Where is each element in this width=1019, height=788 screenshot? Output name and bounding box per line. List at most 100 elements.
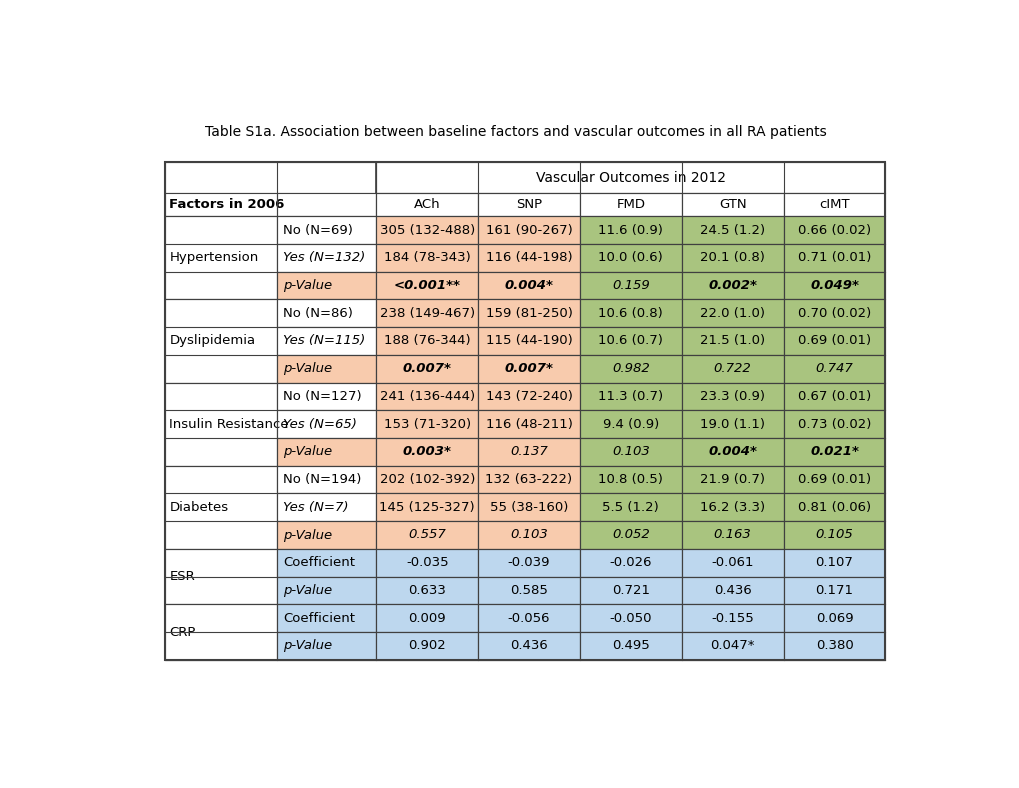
Text: Diabetes: Diabetes <box>169 501 228 514</box>
Bar <box>783 216 884 244</box>
Text: 21.9 (0.7): 21.9 (0.7) <box>699 473 764 486</box>
Bar <box>783 577 884 604</box>
Text: No (N=69): No (N=69) <box>283 224 353 236</box>
Bar <box>478 438 580 466</box>
Bar <box>376 162 884 193</box>
Text: 0.69 (0.01): 0.69 (0.01) <box>797 334 870 348</box>
Bar <box>580 244 681 272</box>
Text: -0.039: -0.039 <box>507 556 549 569</box>
Bar <box>478 577 580 604</box>
Text: -0.026: -0.026 <box>609 556 651 569</box>
Bar <box>478 382 580 411</box>
Bar <box>277 632 376 660</box>
Bar <box>376 549 478 577</box>
Bar <box>478 466 580 493</box>
Bar <box>478 327 580 355</box>
Bar <box>580 327 681 355</box>
Bar <box>580 216 681 244</box>
Text: 10.0 (0.6): 10.0 (0.6) <box>598 251 662 264</box>
Text: <0.001**: <0.001** <box>393 279 461 292</box>
Text: p-Value: p-Value <box>283 584 332 597</box>
Text: 0.047*: 0.047* <box>710 639 754 652</box>
Bar <box>783 493 884 521</box>
Bar <box>277 493 376 521</box>
Bar <box>783 299 884 327</box>
Text: 0.436: 0.436 <box>510 639 547 652</box>
Text: -0.061: -0.061 <box>710 556 753 569</box>
Bar <box>681 438 783 466</box>
Text: 0.105: 0.105 <box>815 529 853 541</box>
Text: 0.66 (0.02): 0.66 (0.02) <box>797 224 870 236</box>
Bar <box>580 549 681 577</box>
Text: 0.721: 0.721 <box>611 584 649 597</box>
Bar <box>478 632 580 660</box>
Text: 11.3 (0.7): 11.3 (0.7) <box>598 390 662 403</box>
Bar <box>681 382 783 411</box>
Text: Vascular Outcomes in 2012: Vascular Outcomes in 2012 <box>535 171 726 184</box>
Text: 0.633: 0.633 <box>408 584 445 597</box>
Bar <box>164 382 277 466</box>
Text: -0.050: -0.050 <box>609 611 651 625</box>
Text: 21.5 (1.0): 21.5 (1.0) <box>699 334 764 348</box>
Text: 16.2 (3.3): 16.2 (3.3) <box>699 501 764 514</box>
Text: 55 (38-160): 55 (38-160) <box>489 501 568 514</box>
Bar <box>783 604 884 632</box>
Text: 0.171: 0.171 <box>815 584 853 597</box>
Text: 0.004*: 0.004* <box>504 279 553 292</box>
Bar <box>376 216 478 244</box>
Bar <box>681 466 783 493</box>
Text: 11.6 (0.9): 11.6 (0.9) <box>598 224 662 236</box>
Text: 19.0 (1.1): 19.0 (1.1) <box>699 418 764 430</box>
Text: 0.107: 0.107 <box>815 556 853 569</box>
Bar <box>681 604 783 632</box>
Text: Yes (N=115): Yes (N=115) <box>283 334 365 348</box>
Text: 132 (63-222): 132 (63-222) <box>485 473 572 486</box>
Bar <box>580 521 681 549</box>
Text: 0.163: 0.163 <box>713 529 751 541</box>
Bar <box>164 162 376 193</box>
Bar <box>478 299 580 327</box>
Text: SNP: SNP <box>516 198 541 211</box>
Bar <box>376 604 478 632</box>
Text: p-Value: p-Value <box>283 362 332 375</box>
Text: 188 (76-344): 188 (76-344) <box>383 334 470 348</box>
Text: 0.159: 0.159 <box>611 279 649 292</box>
Text: -0.035: -0.035 <box>406 556 448 569</box>
Bar <box>478 521 580 549</box>
Bar <box>681 632 783 660</box>
Bar <box>164 604 277 660</box>
Bar <box>783 466 884 493</box>
Bar <box>277 216 376 244</box>
Bar <box>580 577 681 604</box>
Bar <box>783 272 884 299</box>
Bar <box>376 244 478 272</box>
Text: p-Value: p-Value <box>283 445 332 459</box>
Bar <box>164 299 277 382</box>
Bar <box>277 521 376 549</box>
Text: 0.436: 0.436 <box>713 584 751 597</box>
Text: 145 (125-327): 145 (125-327) <box>379 501 475 514</box>
Text: 10.6 (0.7): 10.6 (0.7) <box>598 334 662 348</box>
Text: 0.004*: 0.004* <box>707 445 756 459</box>
Bar <box>376 466 478 493</box>
Text: 24.5 (1.2): 24.5 (1.2) <box>699 224 764 236</box>
Text: 159 (81-250): 159 (81-250) <box>485 307 572 320</box>
Text: 0.495: 0.495 <box>611 639 649 652</box>
Bar <box>478 411 580 438</box>
Text: 241 (136-444): 241 (136-444) <box>379 390 474 403</box>
Bar <box>376 193 478 216</box>
Bar <box>277 382 376 411</box>
Bar <box>783 355 884 382</box>
Bar <box>277 244 376 272</box>
Text: 23.3 (0.9): 23.3 (0.9) <box>699 390 764 403</box>
Text: Hypertension: Hypertension <box>169 251 259 264</box>
Text: ACh: ACh <box>414 198 440 211</box>
Text: 116 (48-211): 116 (48-211) <box>485 418 572 430</box>
Bar <box>277 272 376 299</box>
Text: Coefficient: Coefficient <box>283 556 355 569</box>
Bar <box>277 299 376 327</box>
Text: 184 (78-343): 184 (78-343) <box>383 251 470 264</box>
Bar <box>478 193 580 216</box>
Text: 0.902: 0.902 <box>408 639 445 652</box>
Bar <box>376 493 478 521</box>
